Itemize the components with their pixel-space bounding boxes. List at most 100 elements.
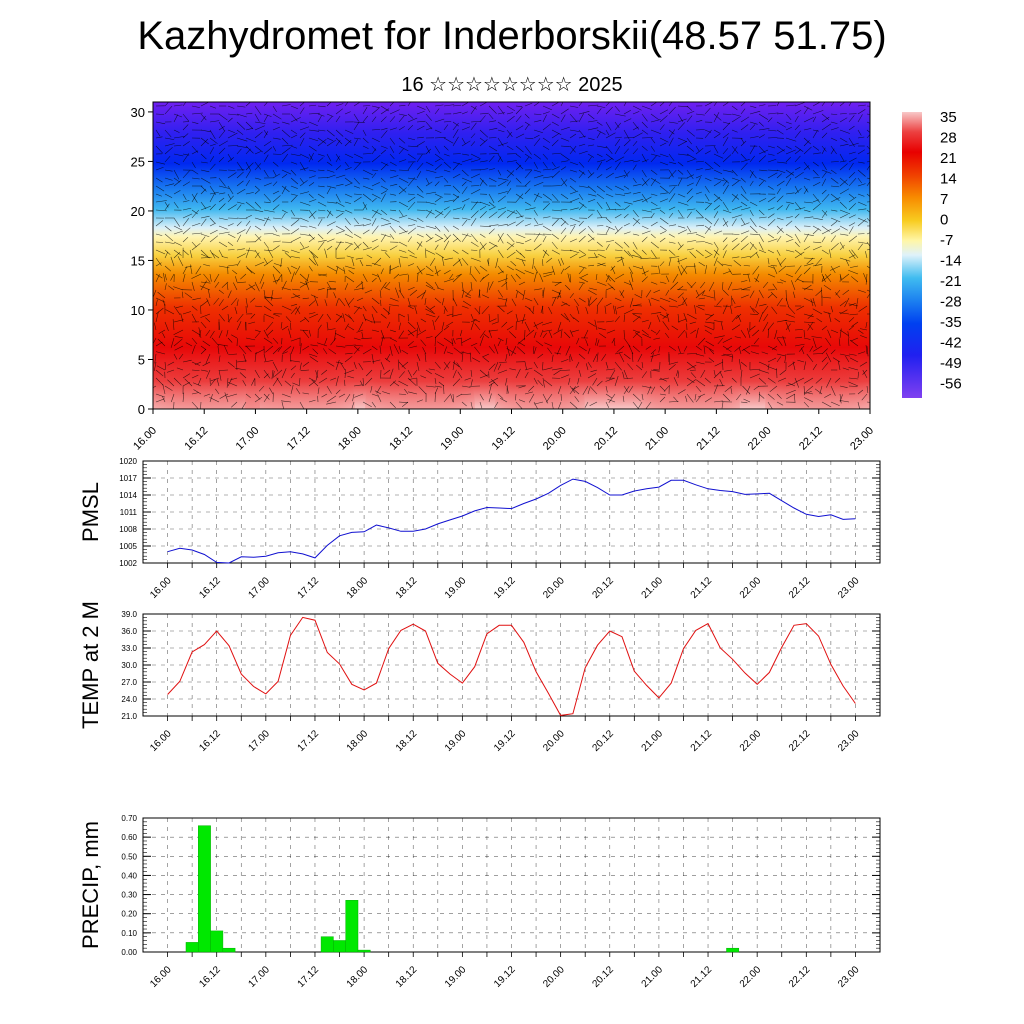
wind-barb bbox=[434, 392, 436, 403]
wind-barb bbox=[605, 225, 615, 231]
wind-barb bbox=[272, 153, 282, 155]
wind-barb bbox=[461, 126, 471, 131]
wind-barb bbox=[362, 204, 367, 211]
wind-barb bbox=[722, 217, 728, 227]
wind-barb bbox=[290, 265, 298, 270]
wind-barb bbox=[641, 385, 653, 389]
wind-barb bbox=[264, 296, 274, 299]
wind-barb bbox=[713, 257, 718, 267]
wind-barb bbox=[218, 241, 228, 248]
wind-barb bbox=[425, 313, 436, 318]
wind-barb bbox=[191, 361, 200, 366]
wind-barb bbox=[767, 345, 777, 351]
wind-barb bbox=[803, 161, 811, 170]
wind-barb bbox=[263, 393, 270, 400]
wind-barb bbox=[642, 333, 652, 339]
wind-barb bbox=[497, 112, 506, 115]
wind-barb bbox=[290, 117, 301, 123]
wind-barb bbox=[456, 362, 463, 371]
wind-barb bbox=[452, 378, 461, 387]
wind-barb bbox=[452, 122, 459, 131]
wind-barb bbox=[452, 369, 457, 379]
wind-barb bbox=[272, 265, 281, 274]
wind-barb bbox=[308, 399, 316, 403]
wind-barb bbox=[344, 297, 350, 308]
wind-barb bbox=[785, 313, 795, 318]
wind-barb bbox=[398, 169, 410, 171]
wind-barb bbox=[326, 281, 332, 290]
wind-barb bbox=[434, 153, 444, 161]
wind-barb bbox=[191, 161, 196, 168]
wind-barb bbox=[742, 385, 751, 395]
wind-barb bbox=[299, 217, 309, 222]
precip-bar bbox=[320, 936, 334, 953]
wind-barb bbox=[217, 345, 220, 355]
wind-barb bbox=[515, 164, 522, 171]
wind-barb bbox=[182, 218, 190, 227]
x-tick-label: 19.12 bbox=[490, 425, 518, 453]
wind-barb bbox=[533, 193, 543, 198]
wind-barb bbox=[659, 297, 671, 302]
wind-barb bbox=[785, 203, 790, 211]
wind-barb bbox=[272, 195, 281, 203]
wind-barb bbox=[266, 329, 274, 336]
wind-barb bbox=[848, 226, 854, 235]
wind-barb bbox=[300, 369, 310, 371]
wind-barb bbox=[506, 233, 515, 243]
wind-barb bbox=[203, 264, 211, 267]
wind-barb bbox=[271, 369, 274, 380]
wind-barb bbox=[182, 207, 192, 211]
wind-barb bbox=[569, 401, 578, 409]
wind-barb bbox=[236, 201, 245, 205]
wind-barb bbox=[794, 213, 800, 219]
wind-barb bbox=[302, 330, 310, 339]
wind-barb bbox=[506, 310, 513, 315]
wind-barb bbox=[184, 378, 193, 387]
wind-barb bbox=[686, 393, 694, 403]
x-tick-label: 16.00 bbox=[148, 728, 174, 754]
wind-barb bbox=[407, 193, 415, 195]
wind-barb bbox=[218, 177, 226, 187]
wind-barb bbox=[686, 208, 696, 211]
wind-barb bbox=[407, 287, 415, 291]
wind-barb bbox=[281, 129, 291, 138]
wind-barb bbox=[226, 377, 229, 388]
wind-barb bbox=[794, 265, 802, 275]
wind-barb bbox=[155, 200, 167, 203]
wind-barb bbox=[813, 345, 823, 352]
wind-barb bbox=[202, 361, 211, 367]
wind-barb bbox=[533, 232, 541, 243]
wind-barb bbox=[560, 235, 567, 243]
wind-barb bbox=[353, 306, 361, 315]
wind-barb bbox=[497, 249, 504, 258]
wind-barb bbox=[758, 303, 767, 307]
wind-barb bbox=[616, 345, 625, 353]
wind-barb bbox=[677, 122, 686, 131]
wind-barb bbox=[389, 145, 395, 153]
wind-barb bbox=[677, 105, 689, 108]
wind-barb bbox=[740, 361, 747, 367]
wind-barb bbox=[370, 385, 373, 393]
wind-barb bbox=[461, 291, 465, 299]
wind-barb bbox=[308, 169, 316, 172]
wind-barb bbox=[573, 298, 580, 307]
wind-barb bbox=[668, 256, 680, 259]
wind-barb bbox=[776, 129, 784, 135]
wind-barb bbox=[155, 185, 165, 192]
warm-cell bbox=[365, 329, 475, 409]
wind-barb bbox=[173, 104, 183, 107]
wind-barb bbox=[704, 255, 711, 259]
wind-barb bbox=[425, 161, 434, 166]
wind-barb bbox=[335, 193, 341, 203]
wind-barb bbox=[456, 273, 463, 277]
wind-barb bbox=[407, 145, 419, 148]
wind-barb bbox=[434, 297, 441, 304]
wind-barb bbox=[374, 390, 382, 395]
colorbar-label: -28 bbox=[940, 294, 962, 311]
wind-barb bbox=[653, 289, 661, 293]
wind-barb bbox=[497, 265, 504, 274]
wind-barb bbox=[191, 232, 203, 235]
wind-barb bbox=[299, 180, 308, 187]
wind-barb bbox=[695, 120, 703, 123]
